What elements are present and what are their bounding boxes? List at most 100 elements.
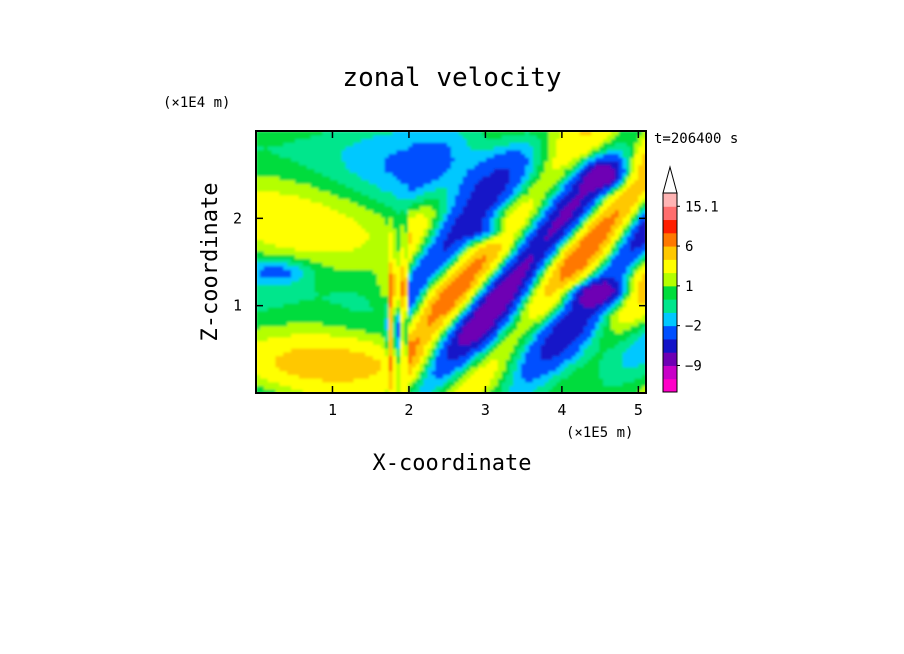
heatmap-cell — [322, 284, 327, 289]
heatmap-cell — [361, 202, 366, 207]
heatmap-cell — [415, 314, 421, 319]
heatmap-cell — [310, 273, 316, 278]
heatmap-cell — [482, 295, 487, 301]
heatmap-cell — [478, 134, 483, 140]
heatmap-cell — [517, 183, 522, 188]
heatmap-cell — [384, 276, 390, 282]
heatmap-cell — [423, 235, 429, 241]
heatmap-cell — [318, 329, 323, 334]
heatmap-cell — [287, 164, 292, 170]
heatmap-cell — [458, 273, 464, 278]
heatmap-cell — [267, 340, 273, 345]
heatmap-cell — [408, 273, 413, 278]
heatmap-cell — [497, 175, 503, 181]
heatmap-cell — [462, 262, 468, 267]
heatmap-cell — [427, 329, 433, 334]
heatmap-cell — [267, 310, 273, 315]
heatmap-cell — [478, 258, 483, 263]
heatmap-cell — [259, 344, 265, 349]
heatmap-cell — [283, 160, 288, 166]
heatmap-cell — [497, 149, 503, 155]
heatmap-cell — [466, 187, 472, 192]
heatmap-cell — [458, 258, 464, 263]
heatmap-cell — [275, 318, 280, 323]
heatmap-cell — [295, 385, 300, 390]
heatmap-cell — [427, 142, 433, 147]
heatmap-cell — [490, 306, 495, 312]
heatmap-cell — [509, 291, 514, 297]
heatmap-cell — [275, 198, 280, 203]
heatmap-cell — [376, 280, 382, 286]
heatmap-cell — [392, 389, 397, 393]
heatmap-cell — [509, 205, 514, 211]
heatmap-cell — [349, 359, 355, 364]
heatmap-cell — [326, 321, 331, 327]
heatmap-cell — [521, 247, 526, 252]
heatmap-cell — [396, 243, 401, 248]
heatmap-cell — [365, 198, 370, 203]
heatmap-cell — [408, 288, 413, 293]
heatmap-cell — [271, 303, 277, 308]
heatmap-cell — [275, 389, 280, 393]
heatmap-cell — [388, 262, 394, 267]
heatmap-cell — [259, 348, 265, 353]
heatmap-cell — [431, 134, 436, 140]
heatmap-cell — [334, 273, 339, 278]
heatmap-cell — [271, 198, 277, 203]
heatmap-cell — [330, 224, 335, 229]
heatmap-cell — [400, 247, 405, 252]
heatmap-cell — [259, 224, 265, 229]
heatmap-cell — [361, 381, 366, 387]
heatmap-cell — [361, 138, 366, 143]
heatmap-cell — [454, 202, 460, 207]
heatmap-cell — [310, 265, 316, 271]
heatmap-cell — [330, 325, 335, 330]
heatmap-cell — [353, 243, 358, 248]
heatmap-cell — [400, 164, 405, 170]
heatmap-cell — [330, 381, 335, 387]
heatmap-cell — [345, 389, 351, 393]
heatmap-cell — [373, 273, 378, 278]
heatmap-cell — [509, 336, 514, 342]
heatmap-cell — [267, 213, 273, 218]
heatmap-cell — [408, 276, 413, 282]
heatmap-cell — [369, 247, 374, 252]
heatmap-cell — [439, 217, 444, 222]
heatmap-cell — [295, 314, 300, 319]
heatmap-cell — [517, 239, 522, 244]
heatmap-cell — [345, 250, 351, 256]
heatmap-cell — [361, 258, 366, 263]
heatmap-cell — [365, 273, 370, 278]
heatmap-cell — [287, 314, 292, 319]
heatmap-cell — [306, 318, 312, 323]
heatmap-cell — [493, 310, 499, 315]
heatmap-cell — [497, 232, 503, 237]
heatmap-cell — [330, 273, 335, 278]
heatmap-cell — [439, 355, 444, 360]
heatmap-cell — [486, 348, 491, 353]
heatmap-cell — [322, 224, 327, 229]
heatmap-cell — [287, 202, 292, 207]
heatmap-cell — [357, 284, 362, 289]
heatmap-cell — [521, 295, 526, 301]
heatmap-cell — [330, 370, 335, 375]
heatmap-cell — [345, 269, 351, 274]
heatmap-cell — [404, 138, 409, 143]
heatmap-cell — [529, 359, 534, 364]
heatmap-cell — [392, 370, 397, 375]
heatmap-cell — [259, 198, 265, 203]
heatmap-cell — [263, 284, 269, 289]
heatmap-cell — [263, 310, 269, 315]
heatmap-cell — [345, 254, 351, 259]
heatmap-cell — [283, 168, 288, 173]
heatmap-cell — [330, 318, 335, 323]
heatmap-cell — [376, 250, 382, 256]
heatmap-cell — [263, 202, 269, 207]
heatmap-cell — [345, 310, 351, 315]
heatmap-cell — [497, 273, 503, 278]
heatmap-cell — [412, 172, 417, 177]
heatmap-cell — [462, 295, 468, 301]
heatmap-cell — [384, 258, 390, 263]
heatmap-cell — [306, 172, 312, 177]
heatmap-cell — [279, 202, 284, 207]
